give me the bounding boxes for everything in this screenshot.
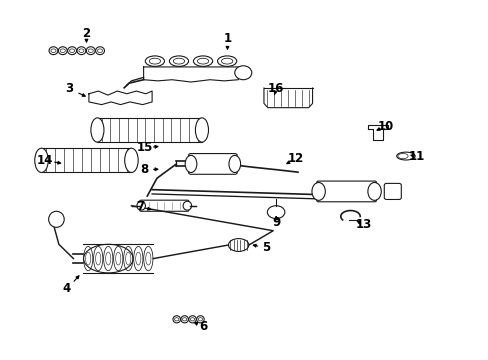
Ellipse shape (83, 244, 133, 273)
Text: 11: 11 (408, 150, 425, 163)
Text: 14: 14 (37, 154, 53, 167)
Text: 6: 6 (199, 320, 207, 333)
Ellipse shape (234, 66, 251, 80)
Ellipse shape (48, 211, 64, 227)
Polygon shape (367, 125, 387, 140)
Text: 5: 5 (262, 241, 270, 255)
Ellipse shape (124, 148, 138, 172)
Text: 15: 15 (136, 141, 153, 154)
Ellipse shape (311, 183, 325, 201)
FancyBboxPatch shape (140, 200, 188, 211)
Text: 4: 4 (63, 283, 71, 296)
Ellipse shape (91, 118, 104, 142)
Text: 2: 2 (82, 27, 90, 40)
Polygon shape (143, 67, 238, 82)
Ellipse shape (35, 148, 48, 172)
FancyBboxPatch shape (316, 181, 376, 202)
Ellipse shape (228, 156, 240, 172)
Text: 8: 8 (141, 163, 149, 176)
FancyBboxPatch shape (384, 183, 401, 199)
Ellipse shape (195, 118, 208, 142)
Ellipse shape (137, 201, 145, 210)
Text: 13: 13 (355, 218, 371, 231)
Text: 1: 1 (223, 32, 231, 45)
Text: 3: 3 (65, 82, 73, 95)
Polygon shape (89, 91, 152, 105)
Text: 12: 12 (287, 152, 303, 165)
Text: 10: 10 (377, 120, 393, 133)
Ellipse shape (183, 201, 191, 210)
Ellipse shape (367, 183, 381, 201)
Text: 7: 7 (136, 200, 144, 213)
FancyBboxPatch shape (188, 154, 237, 174)
Text: 9: 9 (271, 216, 280, 229)
Text: 16: 16 (267, 82, 284, 95)
Ellipse shape (396, 152, 414, 160)
Ellipse shape (185, 156, 197, 172)
